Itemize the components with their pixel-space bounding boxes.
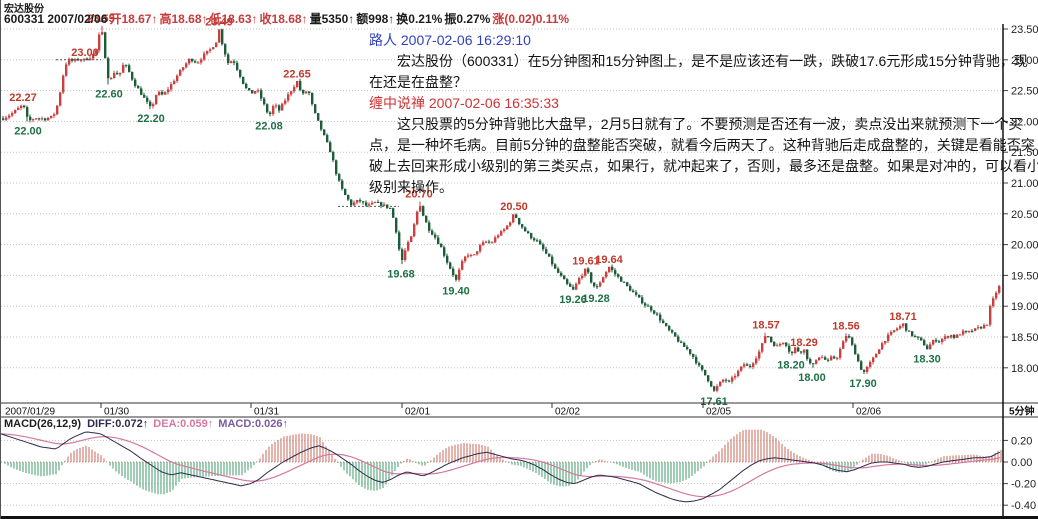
price-extreme-label: 17.90 <box>849 378 877 390</box>
quote-bar: 600331 2007/02/06 开18.67↑ 高18.68↑ 低18.63↑ 收1… <box>4 10 571 27</box>
price-axis-label: 21.00 <box>1011 178 1038 190</box>
price-extreme-label: 19.28 <box>582 293 610 305</box>
price-extreme-label: 22.00 <box>14 125 42 137</box>
price-axis-label: 22.00 <box>1011 116 1038 128</box>
price-axis-label: 20.50 <box>1011 209 1038 221</box>
price-extreme-label: 19.61 <box>572 256 600 268</box>
price-extreme-label: 22.65 <box>283 68 311 80</box>
price-extreme-label: 18.29 <box>790 337 818 349</box>
price-extreme-label: 17.61 <box>700 396 728 408</box>
price-extreme-label: 19.64 <box>595 254 623 266</box>
macd-params-label: MACD(26,12,9) <box>4 418 82 430</box>
date-axis-label: 01/30 <box>104 407 129 418</box>
quote-field: 收18.68↑ <box>259 12 308 26</box>
macd-dea-value: DEA:0.059↑ <box>153 418 214 430</box>
price-axis-label: 21.50 <box>1011 147 1038 159</box>
visitor-comment-header: 路人 2007-02-06 16:29:10 <box>369 32 531 48</box>
quote-field: 量5350↑ <box>309 12 355 26</box>
price-axis-label: 18.00 <box>1011 363 1038 375</box>
price-extreme-label: 19.68 <box>387 268 415 280</box>
price-extreme-label: 22.20 <box>137 113 165 125</box>
quote-field: 振0.27% <box>444 12 491 26</box>
price-extreme-label: 22.27 <box>9 92 37 104</box>
price-extreme-label: 23.49 <box>205 17 233 29</box>
price-extreme-label: 23.00 <box>71 47 99 59</box>
price-extreme-label: 18.57 <box>752 320 780 332</box>
macd-indicator-header: MACD(26,12,9) DIFF:0.072↑ DEA:0.059↑ MAC… <box>4 418 288 430</box>
period-selector-label[interactable]: 5分钟 <box>1009 405 1035 418</box>
macd-axis-label: 0.20 <box>1011 435 1032 447</box>
quote-field: 600331 2007/02/06 <box>4 12 108 26</box>
price-extreme-label: 18.20 <box>777 359 805 371</box>
quote-field: 高18.68↑ <box>159 12 208 26</box>
date-axis-label: 02/06 <box>856 407 881 418</box>
macd-bar-value: MACD:0.026↑ <box>218 418 288 430</box>
price-extreme-label: 19.26 <box>559 294 587 306</box>
price-extreme-label: 18.56 <box>832 320 860 332</box>
price-extreme-label: 18.30 <box>913 353 941 365</box>
macd-axis-label: -0.40 <box>1011 500 1036 512</box>
quote-field: 低18.63↑ <box>209 12 258 26</box>
price-extreme-label: 23.55 <box>87 13 115 25</box>
price-extreme-label: 22.08 <box>255 120 283 132</box>
price-extreme-label: 19.40 <box>442 286 470 298</box>
visitor-comment-text: 宏达股份（600331）在5分钟图和15分钟图上，是不是应该还有一跌，跌破17.… <box>369 53 1028 90</box>
author-reply-header: 缠中说禅 2007-02-06 16:35:33 <box>369 95 559 111</box>
date-axis-label: 02/05 <box>706 407 731 418</box>
price-extreme-label: 18.71 <box>889 311 917 323</box>
price-axis-label: 23.00 <box>1011 55 1038 67</box>
price-axis-label: 19.00 <box>1011 301 1038 313</box>
price-extreme-label: 20.70 <box>405 188 433 200</box>
author-reply-text: 这只股票的5分钟背驰比大盘早，2月5日就有了。不要预测是否还有一波，卖点没出来就… <box>369 116 1038 195</box>
price-axis-label: 19.50 <box>1011 270 1038 282</box>
date-axis-label: 02/02 <box>555 407 580 418</box>
price-axis-label: 23.50 <box>1011 24 1038 36</box>
macd-diff-value: DIFF:0.072↑ <box>87 418 149 430</box>
date-axis-label: 2007/01/29 <box>5 407 55 418</box>
quote-field: 开18.67↑ <box>109 12 158 26</box>
macd-axis-label: -0.20 <box>1011 479 1036 491</box>
quote-field: 换0.21% <box>396 12 443 26</box>
price-extreme-label: 22.60 <box>95 88 123 100</box>
commentary-overlay: 路人 2007-02-06 16:29:10 宏达股份（600331）在5分钟图… <box>369 30 1038 198</box>
date-axis-label: 02/01 <box>405 407 430 418</box>
price-axis-label: 18.50 <box>1011 332 1038 344</box>
price-axis-label: 20.00 <box>1011 240 1038 252</box>
quote-field: 涨(0.02)0.11% <box>492 12 570 26</box>
price-extreme-label: 20.50 <box>500 201 528 213</box>
price-axis-label: 22.50 <box>1011 86 1038 98</box>
price-extreme-label: 18.00 <box>798 372 826 384</box>
stock-name-title: 宏达股份 <box>4 4 44 15</box>
macd-axis-label: 0.00 <box>1011 457 1032 469</box>
date-axis-label: 01/31 <box>254 407 279 418</box>
quote-field: 额998↑ <box>356 12 395 26</box>
